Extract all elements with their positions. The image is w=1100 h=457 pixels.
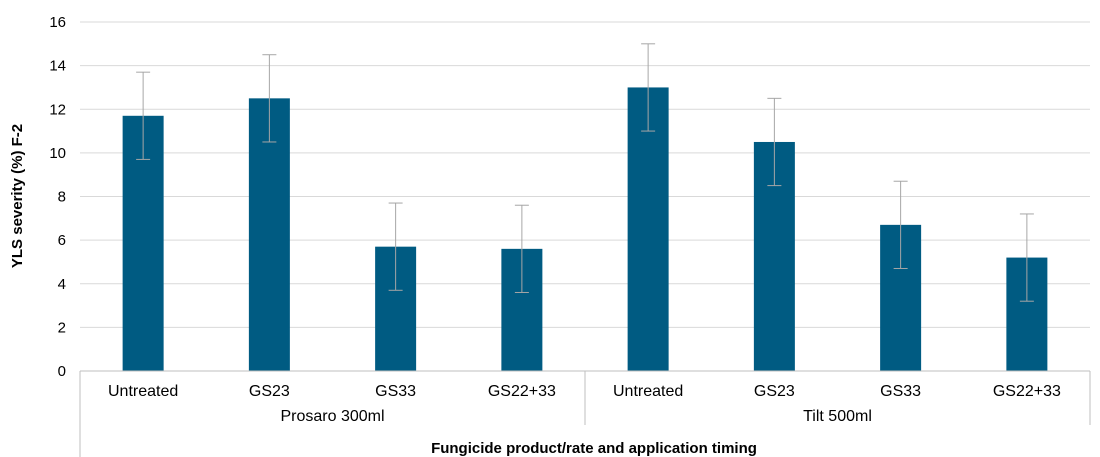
x-axis-title: Fungicide product/rate and application t… xyxy=(431,440,757,457)
x-axis: Untreated GS23 GS33 GS22+33 Untreated GS23 GS3… xyxy=(79,370,1091,457)
y-axis-ticks: 0 2 4 6 8 10 12 14 16 xyxy=(49,14,66,380)
x-category-label: GS33 xyxy=(880,383,921,400)
gridlines xyxy=(80,21,1090,328)
bar xyxy=(248,98,290,371)
x-category-label: Untreated xyxy=(613,383,683,400)
x-category-label: GS23 xyxy=(249,383,290,400)
y-axis-title: YLS severity (%) F-2 xyxy=(9,124,26,268)
x-group-label: Prosaro 300ml xyxy=(280,408,384,425)
bar xyxy=(627,87,669,371)
x-category-label: Untreated xyxy=(108,383,178,400)
y-tick-label: 10 xyxy=(49,145,66,162)
y-tick-label: 0 xyxy=(58,363,66,380)
x-category-label: GS33 xyxy=(375,383,416,400)
y-tick-label: 8 xyxy=(58,189,66,206)
y-tick-label: 2 xyxy=(58,319,66,336)
x-category-label: GS22+33 xyxy=(993,383,1061,400)
y-tick-label: 14 xyxy=(49,58,66,75)
y-tick-label: 12 xyxy=(49,101,66,118)
y-tick-label: 16 xyxy=(49,14,66,31)
x-group-label: Tilt 500ml xyxy=(803,408,872,425)
x-category-label: GS22+33 xyxy=(488,383,556,400)
x-category-label: GS23 xyxy=(754,383,795,400)
y-tick-label: 4 xyxy=(58,276,66,293)
bars xyxy=(122,87,1048,371)
y-tick-label: 6 xyxy=(58,232,66,249)
error-bars xyxy=(136,43,1034,302)
